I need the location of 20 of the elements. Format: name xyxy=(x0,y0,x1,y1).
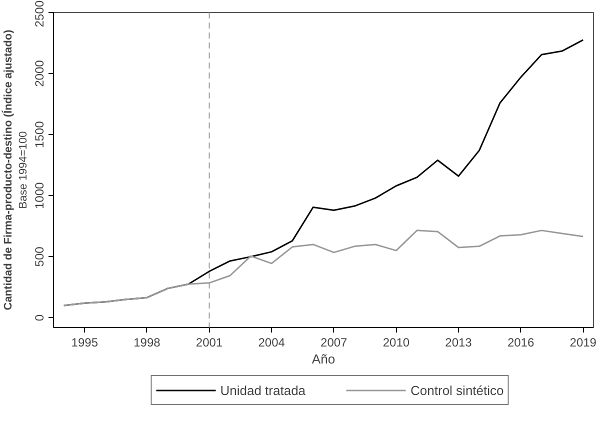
x-tick-label: 2016 xyxy=(507,336,534,350)
text: Base 1994=100 xyxy=(18,131,30,209)
x-tick-label: 2004 xyxy=(258,336,286,350)
legend-label: Unidad tratada xyxy=(220,382,306,398)
y-tick-label: 2500 xyxy=(32,0,46,28)
y-axis-title: Cantidad de Firma-producto-destino (Índice ajustado) xyxy=(2,29,14,310)
y-tick-label: 0 xyxy=(32,314,46,322)
x-tick-label: 1998 xyxy=(134,336,161,350)
y-tick-label: 500 xyxy=(32,246,46,267)
x-tick-label: 1995 xyxy=(71,336,98,350)
legend-label: Control sintético xyxy=(410,382,504,398)
x-tick-label: 2019 xyxy=(570,336,597,350)
x-tick-label: 2010 xyxy=(382,336,410,350)
y-tick-label: 1000 xyxy=(32,182,46,209)
y-tick-label: 1500 xyxy=(32,120,46,148)
x-axis-title: Año xyxy=(312,352,336,366)
x-tick-label: 2001 xyxy=(196,336,223,350)
y-tick-label: 2000 xyxy=(32,60,46,87)
x-tick-label: 2007 xyxy=(320,336,348,350)
x-tick-label: 2013 xyxy=(445,336,472,350)
